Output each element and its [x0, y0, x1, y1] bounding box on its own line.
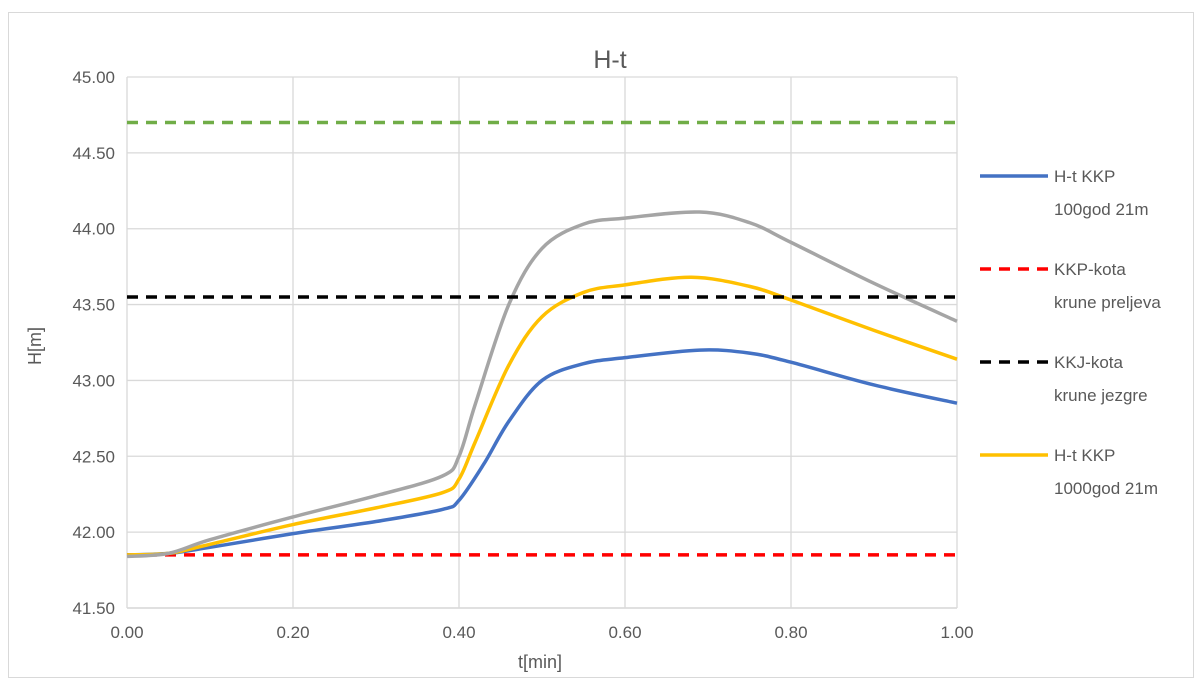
- x-tick-label: 0.80: [774, 623, 807, 642]
- legend-label: KKP-kota: [1054, 260, 1126, 279]
- legend-label: krune preljeva: [1054, 293, 1161, 312]
- legend-item: KKJ-kota krune jezgre: [980, 353, 1148, 405]
- series-line-0: [126, 348, 958, 557]
- y-tick-label: 44.50: [72, 144, 115, 163]
- x-tick-label: 0.40: [442, 623, 475, 642]
- x-axis-title: t[min]: [518, 652, 562, 672]
- legend-item: KKP-kota krune preljeva: [980, 260, 1161, 312]
- y-tick-label: 43.50: [72, 296, 115, 315]
- y-tick-label: 44.00: [72, 220, 115, 239]
- x-tick-label: 0.00: [110, 623, 143, 642]
- tick-labels: 41.50 42.00 42.50 43.00 43.50 44.00 44.50 45.00…: [72, 68, 973, 642]
- series-line-4: [126, 210, 958, 559]
- legend-label: 1000god 21m: [1054, 479, 1158, 498]
- legend-item: H-t KKP 100god 21m: [980, 167, 1149, 219]
- y-tick-label: 43.00: [72, 371, 115, 390]
- legend-label: KKJ-kota: [1054, 353, 1124, 372]
- series-lines: [126, 120, 958, 559]
- x-tick-label: 1.00: [940, 623, 973, 642]
- x-tick-label: 0.20: [276, 623, 309, 642]
- legend-label: H-t KKP: [1054, 167, 1115, 186]
- y-axis-title: H[m]: [25, 327, 45, 365]
- y-tick-label: 42.50: [72, 447, 115, 466]
- series-line-3: [126, 275, 958, 557]
- legend-label: krune jezgre: [1054, 386, 1148, 405]
- y-tick-label: 41.50: [72, 599, 115, 618]
- chart-title: H-t: [593, 46, 626, 74]
- y-tick-label: 45.00: [72, 68, 115, 87]
- legend-label: H-t KKP: [1054, 446, 1115, 465]
- y-tick-label: 42.00: [72, 523, 115, 542]
- legend-item: H-t KKP 1000god 21m: [980, 446, 1158, 498]
- x-tick-label: 0.60: [608, 623, 641, 642]
- legend-label: 100god 21m: [1054, 200, 1149, 219]
